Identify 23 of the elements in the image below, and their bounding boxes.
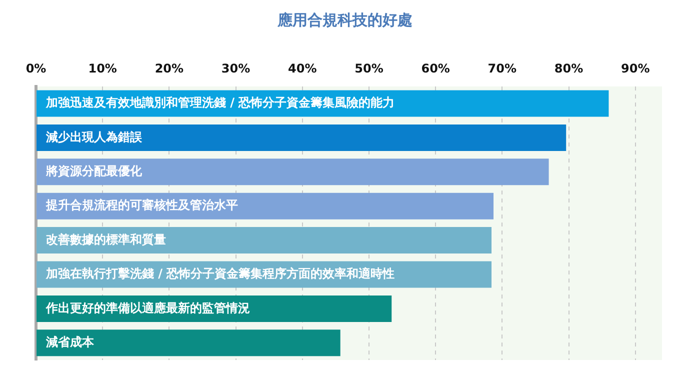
x-tick-label: 30%: [221, 61, 250, 76]
y-tick-label: 提升合規流程的可審核性及管治水平: [45, 198, 238, 212]
bar: [36, 330, 340, 356]
y-tick-label: 減少出現人為錯誤: [45, 130, 143, 144]
chart-title: 應用合規科技的好處: [276, 10, 412, 29]
y-tick-label: 改善數據的標準和質量: [46, 232, 166, 246]
bar: [36, 124, 566, 151]
x-tick-label: 60%: [421, 61, 450, 76]
bar: [36, 158, 549, 186]
x-tick-label: 10%: [88, 61, 117, 76]
x-tick-label: 40%: [288, 61, 317, 76]
x-tick-label: 50%: [354, 61, 384, 76]
y-tick-label: 加強在執行打擊洗錢 / 恐怖分子資金籌集程序方面的效率和適時性: [45, 266, 395, 281]
x-tick-label: 70%: [488, 61, 517, 76]
x-tick-label: 0%: [26, 61, 46, 76]
y-tick-label: 減省成本: [45, 335, 95, 350]
bar: [36, 227, 492, 254]
x-tick-label: 80%: [554, 61, 584, 76]
y-tick-label: 將資源分配最優化: [45, 164, 143, 178]
y-tick-label: 加強迅速及有效地識別和管理洗錢 / 恐怖分子資金籌集風險的能力: [45, 96, 395, 110]
y-tick-label: 作出更好的準備以適應最新的監管情況: [45, 300, 250, 315]
x-tick-label: 20%: [154, 61, 184, 76]
x-tick-label: 90%: [620, 61, 650, 76]
